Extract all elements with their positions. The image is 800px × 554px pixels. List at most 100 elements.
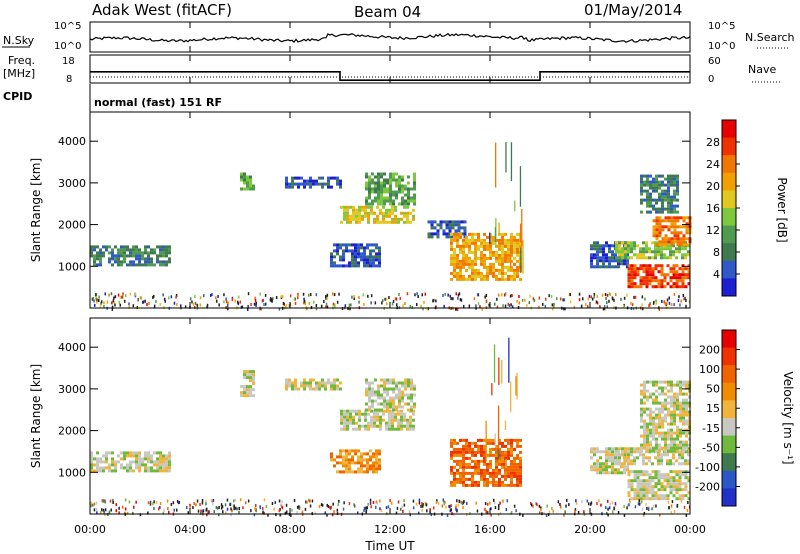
heatmap-cell — [627, 479, 631, 483]
heatmap-cell — [377, 199, 380, 203]
heatmap-cell — [117, 251, 120, 255]
heatmap-cell — [201, 501, 204, 505]
heatmap-cell — [454, 229, 458, 233]
heatmap-cell — [165, 248, 168, 252]
colorbar-tick-label: -200 — [695, 480, 720, 493]
heatmap-cell — [400, 409, 403, 413]
colorbar-swatch — [722, 453, 736, 472]
heatmap-cell — [126, 451, 129, 455]
colorbar-tick-label: 4 — [713, 268, 720, 281]
heatmap-cell — [199, 296, 202, 300]
heatmap-cell — [324, 511, 326, 515]
heatmap-cell — [168, 460, 171, 464]
heatmap-cell — [90, 251, 93, 255]
heatmap-cell — [315, 381, 318, 385]
heatmap-cell — [681, 473, 685, 477]
heatmap-cell — [504, 453, 507, 457]
heatmap-cell — [220, 506, 223, 510]
heatmap-cell — [504, 250, 507, 254]
heatmap-cell — [272, 296, 274, 300]
heatmap-cell — [679, 383, 682, 387]
heatmap-cell — [298, 505, 300, 509]
heatmap-cell — [377, 393, 380, 397]
heatmap-cell — [658, 216, 662, 220]
heatmap-cell — [507, 438, 510, 442]
heatmap-cell — [683, 505, 686, 509]
heatmap-cell — [448, 504, 450, 508]
heatmap-cell — [615, 462, 618, 466]
heatmap-cell — [156, 463, 159, 467]
heatmap-cell — [400, 427, 403, 431]
heatmap-cell — [150, 466, 153, 470]
heatmap-cell — [350, 303, 352, 307]
heatmap-cell — [636, 256, 639, 260]
heatmap-cell — [243, 172, 246, 176]
heatmap-cell — [398, 399, 401, 403]
heatmap-cell — [676, 504, 678, 508]
heatmap-cell — [639, 479, 643, 483]
heatmap-cell — [376, 214, 379, 218]
heatmap-cell — [239, 300, 241, 304]
heatmap-cell — [513, 456, 516, 460]
heatmap-cell — [660, 256, 663, 260]
heatmap-cell — [200, 509, 202, 513]
heatmap-cell — [507, 465, 510, 469]
heatmap-cell — [386, 199, 389, 203]
heatmap-cell — [382, 299, 384, 303]
heatmap-cell — [519, 438, 522, 442]
heatmap-cell — [206, 303, 209, 307]
heatmap-cell — [288, 304, 291, 308]
freq-strip: Freq. [MHz] 18 8 60 0 Nave — [3, 54, 780, 85]
heatmap-cell — [643, 440, 646, 444]
heatmap-cell — [380, 402, 383, 406]
heatmap-cell — [673, 219, 677, 223]
heatmap-cell — [681, 470, 685, 474]
heatmap-cell — [645, 270, 649, 274]
heatmap-cell — [681, 488, 685, 492]
heatmap-cell — [90, 248, 93, 252]
heatmap-cell — [397, 427, 400, 431]
heatmap-cell — [212, 498, 215, 502]
heatmap-cell — [654, 470, 658, 474]
heatmap-cell — [368, 405, 371, 409]
heatmap-cell — [670, 404, 673, 408]
heatmap-cell — [492, 274, 495, 278]
heatmap-cell — [681, 494, 685, 498]
heatmap-cell — [501, 483, 504, 487]
colorbar-tick-label: 15 — [706, 402, 720, 415]
heatmap-cell — [477, 465, 480, 469]
heatmap-cell — [663, 279, 667, 283]
heatmap-cell — [220, 503, 223, 507]
heatmap-cell — [441, 504, 444, 508]
heatmap-cell — [343, 421, 346, 425]
heatmap-cell — [382, 217, 385, 221]
heatmap-cell — [471, 465, 474, 469]
heatmap-cell — [590, 450, 593, 454]
heatmap-cell — [602, 265, 605, 269]
heatmap-cell — [338, 499, 340, 503]
heatmap-cell — [608, 450, 611, 454]
heatmap-cell — [398, 175, 401, 179]
heatmap-cell — [643, 428, 646, 432]
heatmap-cell — [480, 444, 483, 448]
heatmap-cell — [365, 387, 368, 391]
heatmap-cell — [649, 422, 652, 426]
heatmap-cell — [670, 401, 673, 405]
heatmap-cell — [339, 470, 342, 474]
heatmap-cell — [652, 422, 655, 426]
heatmap-cell — [476, 509, 479, 513]
heatmap-cell — [352, 427, 355, 431]
heatmap-cell — [605, 265, 608, 269]
heatmap-cell — [605, 471, 608, 475]
heatmap-cell — [663, 253, 666, 257]
heatmap-cell — [465, 259, 468, 263]
heatmap-cell — [270, 299, 272, 303]
heatmap-cell — [413, 178, 416, 182]
heatmap-cell — [630, 470, 634, 474]
heatmap-cell — [676, 401, 679, 405]
heatmap-cell — [280, 504, 283, 508]
heatmap-cell — [646, 201, 649, 205]
heatmap-cell — [349, 418, 352, 422]
heatmap-cell — [678, 453, 681, 457]
heatmap-cell — [654, 456, 657, 460]
